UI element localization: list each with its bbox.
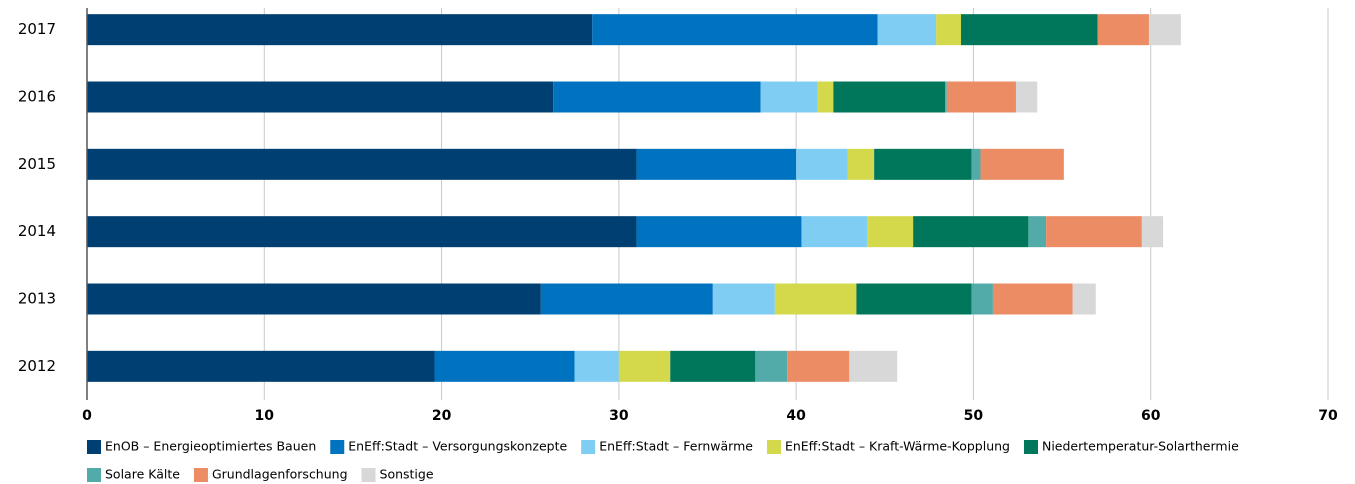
bar-segment	[774, 283, 857, 315]
bar-segment	[712, 283, 775, 315]
x-tick-label: 60	[1141, 408, 1161, 424]
legend-label: EnOB – Energieoptimiertes Bauen	[105, 439, 316, 454]
y-tick-label: 2014	[18, 222, 56, 240]
bar-segment	[796, 148, 848, 180]
x-tick-label: 10	[255, 408, 275, 424]
x-tick-label: 20	[432, 408, 452, 424]
x-tick-label: 0	[82, 408, 92, 424]
y-tick-label: 2013	[18, 290, 56, 308]
bar-segment	[847, 148, 875, 180]
bar-segment	[636, 216, 802, 248]
bar-segment	[434, 350, 575, 382]
bar-segment	[87, 14, 593, 46]
y-tick-label: 2016	[18, 88, 56, 106]
y-tick-label: 2015	[18, 155, 56, 173]
bar-segment	[817, 81, 834, 113]
legend-label: EnEff:Stadt – Versorgungskonzepte	[348, 439, 567, 454]
legend-label: Grundlagenforschung	[212, 467, 348, 482]
bar-segment	[874, 148, 972, 180]
x-tick-label: 30	[609, 408, 629, 424]
bar-segment	[945, 81, 947, 113]
bar-segment	[87, 148, 637, 180]
bar-segment	[87, 81, 554, 113]
bar-segment	[760, 81, 818, 113]
legend-swatch	[87, 440, 101, 454]
bar-segment	[971, 148, 981, 180]
bar-segment	[618, 350, 671, 382]
legend-swatch	[766, 440, 781, 454]
y-tick-label: 2012	[18, 357, 56, 375]
bar-segment	[636, 148, 797, 180]
bar-segment	[553, 81, 761, 113]
bar-segment	[1015, 81, 1038, 113]
bar-segment	[540, 283, 713, 315]
bar-segment	[787, 350, 850, 382]
bar-segment	[592, 14, 878, 46]
y-tick-label: 2017	[18, 20, 56, 38]
bar-segment	[87, 350, 435, 382]
legend-label: EnEff:Stadt – Kraft-Wärme-Kopplung	[785, 439, 1010, 454]
bar-segment	[87, 283, 541, 315]
bar-segment	[992, 283, 1073, 315]
bar-segment	[87, 216, 637, 248]
bar-segment	[1028, 216, 1047, 248]
x-tick-label: 40	[786, 408, 806, 424]
legend-swatch	[361, 468, 376, 482]
bar-segment	[961, 14, 1098, 46]
x-tick-label: 50	[964, 408, 984, 424]
bar-segment	[867, 216, 914, 248]
bar-segment	[1141, 216, 1164, 248]
legend-swatch	[581, 440, 596, 454]
legend-label: Niedertemperatur-Solarthermie	[1042, 439, 1239, 454]
bar-segment	[856, 283, 972, 315]
bar-segment	[849, 350, 898, 382]
bar-segment	[574, 350, 619, 382]
bar-segment	[1046, 216, 1142, 248]
bar-segment	[913, 216, 1029, 248]
x-tick-label: 70	[1318, 408, 1338, 424]
bar-segment	[801, 216, 868, 248]
legend-swatch	[1023, 440, 1038, 454]
legend-label: Sonstige	[380, 467, 434, 482]
bar-segment	[670, 350, 756, 382]
bar-segment	[1097, 14, 1149, 46]
bar-segment	[833, 81, 946, 113]
bar-segment	[1072, 283, 1096, 315]
legend-label: EnEff:Stadt – Fernwärme	[599, 439, 753, 454]
legend-swatch	[330, 440, 345, 454]
bar-segment	[936, 14, 962, 46]
legend-label: Solare Kälte	[105, 467, 180, 482]
bar-segment	[1148, 14, 1181, 46]
bar-segment	[755, 350, 788, 382]
bar-segment	[971, 283, 993, 315]
legend-swatch	[87, 468, 101, 482]
bar-segment	[946, 81, 1016, 113]
bar-segment	[877, 14, 937, 46]
legend-swatch	[193, 468, 208, 482]
bar-segment	[980, 148, 1064, 180]
